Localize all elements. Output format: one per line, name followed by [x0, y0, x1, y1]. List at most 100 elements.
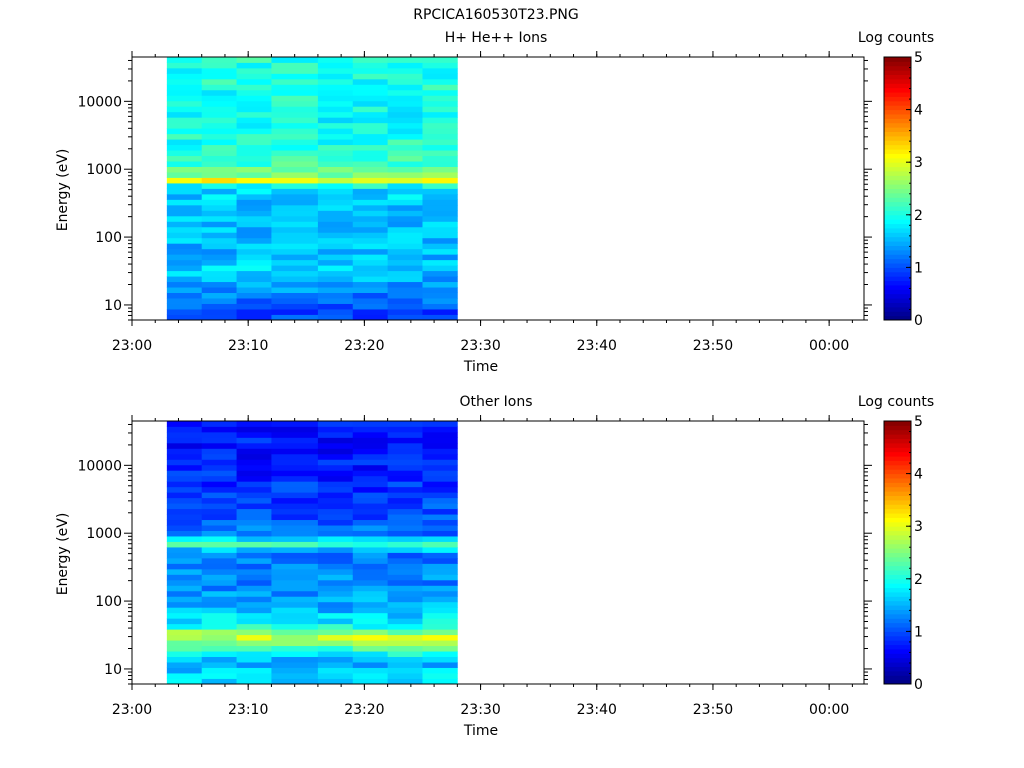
- heatmap-cell: [236, 259, 272, 266]
- heatmap-cell: [317, 73, 354, 80]
- colorbar-segment: [884, 131, 911, 137]
- heatmap-cell: [166, 237, 203, 244]
- colorbar-segment: [884, 232, 911, 238]
- heatmap-cell: [166, 547, 203, 553]
- heatmap-cell: [201, 453, 237, 460]
- heatmap-cell: [236, 519, 272, 526]
- heatmap-cell: [352, 210, 389, 217]
- heatmap-cell: [271, 287, 319, 294]
- heatmap-cell: [387, 287, 423, 294]
- heatmap-cell: [352, 57, 389, 63]
- heatmap-cell: [317, 481, 354, 488]
- heatmap-cell: [271, 453, 319, 460]
- heatmap-cell: [352, 634, 389, 641]
- heatmap-cell: [422, 199, 458, 206]
- heatmap-cell: [352, 475, 389, 482]
- heatmap-cell: [236, 552, 272, 559]
- heatmap-cell: [422, 557, 458, 564]
- heatmap-cell: [422, 481, 458, 488]
- heatmap-cell: [236, 645, 272, 652]
- heatmap-cell: [422, 563, 458, 570]
- heatmap-cell: [422, 84, 458, 91]
- heatmap-cell: [422, 667, 458, 674]
- heatmap-cell: [352, 84, 389, 91]
- heatmap-cell: [271, 259, 319, 266]
- heatmap-cell: [317, 57, 354, 63]
- heatmap-cell: [422, 254, 458, 261]
- heatmap-cell: [387, 276, 423, 283]
- colorbar-segment: [884, 456, 911, 461]
- heatmap-cell: [166, 475, 203, 482]
- heatmap-cell: [201, 431, 237, 438]
- heatmap-cell: [201, 298, 237, 304]
- heatmap-cell: [271, 144, 319, 151]
- heatmap-cell: [422, 656, 458, 663]
- heatmap-cell: [166, 122, 203, 129]
- heatmap-cell: [271, 678, 319, 685]
- heatmap-cell: [317, 634, 354, 641]
- heatmap-cell: [387, 607, 423, 614]
- heatmap-cell: [352, 314, 389, 321]
- colorbar-segment: [884, 648, 911, 654]
- heatmap-cell: [387, 662, 423, 668]
- colorbar-tick-label: 3: [914, 519, 923, 535]
- heatmap-cell: [422, 601, 458, 608]
- heatmap-cell: [271, 298, 319, 304]
- heatmap-cell: [317, 144, 354, 151]
- heatmap-cell: [166, 89, 203, 96]
- colorbar: 0 1 2 3 4 5: [883, 50, 923, 329]
- heatmap-cell: [201, 519, 237, 526]
- heatmap-cell: [236, 133, 272, 140]
- heatmap-cell: [387, 210, 423, 217]
- y-tick-label: 1000: [86, 526, 122, 542]
- heatmap-cell: [201, 248, 237, 255]
- heatmap-cell: [236, 287, 272, 294]
- heatmap-cell: [317, 503, 354, 510]
- y-tick-label: 10000: [77, 458, 122, 474]
- colorbar-segment: [884, 236, 911, 242]
- heatmap-cell: [387, 519, 423, 526]
- heatmap-cell: [166, 508, 203, 515]
- heatmap-cell: [166, 303, 203, 310]
- heatmap-cell: [201, 57, 237, 63]
- heatmap-cell: [422, 215, 458, 222]
- colorbar-segment: [884, 83, 911, 89]
- heatmap-cell: [352, 601, 389, 608]
- heatmap-cell: [201, 557, 237, 564]
- heatmap-cell: [271, 459, 319, 466]
- x-tick-label: 23:50: [693, 702, 733, 718]
- heatmap-cell: [352, 117, 389, 124]
- heatmap-cell: [352, 629, 389, 636]
- heatmap-cell: [236, 464, 272, 471]
- heatmap-cell: [317, 122, 354, 129]
- heatmap-cell: [201, 204, 237, 211]
- heatmap-cell: [352, 421, 389, 427]
- colorbar-segment: [884, 263, 911, 268]
- heatmap-cell: [201, 426, 237, 433]
- heatmap-cell: [166, 84, 203, 91]
- heatmap-cell: [201, 144, 237, 151]
- heatmap-cell: [201, 133, 237, 140]
- heatmap-cell: [352, 667, 389, 674]
- colorbar-segment: [884, 504, 911, 510]
- heatmap-cell: [166, 259, 203, 266]
- colorbar-segment: [884, 670, 911, 676]
- colorbar-segment: [884, 276, 911, 282]
- heatmap-cell: [236, 100, 272, 107]
- colorbar-tick-label: 1: [914, 624, 923, 640]
- heatmap-cell: [317, 309, 354, 315]
- heatmap-cell: [166, 199, 203, 206]
- heatmap-cell: [271, 629, 319, 636]
- heatmap-cell: [422, 470, 458, 477]
- x-tick-label: 23:00: [112, 702, 152, 718]
- heatmap-cell: [271, 497, 319, 504]
- heatmap-cell: [422, 552, 458, 559]
- colorbar-segment: [884, 578, 911, 584]
- heatmap-cell: [422, 237, 458, 244]
- heatmap-cell: [317, 590, 354, 597]
- heatmap-cell: [166, 298, 203, 304]
- heatmap-cell: [166, 651, 203, 658]
- heatmap-cell: [236, 73, 272, 80]
- heatmap-cell: [317, 67, 354, 74]
- heatmap-cell: [352, 541, 389, 548]
